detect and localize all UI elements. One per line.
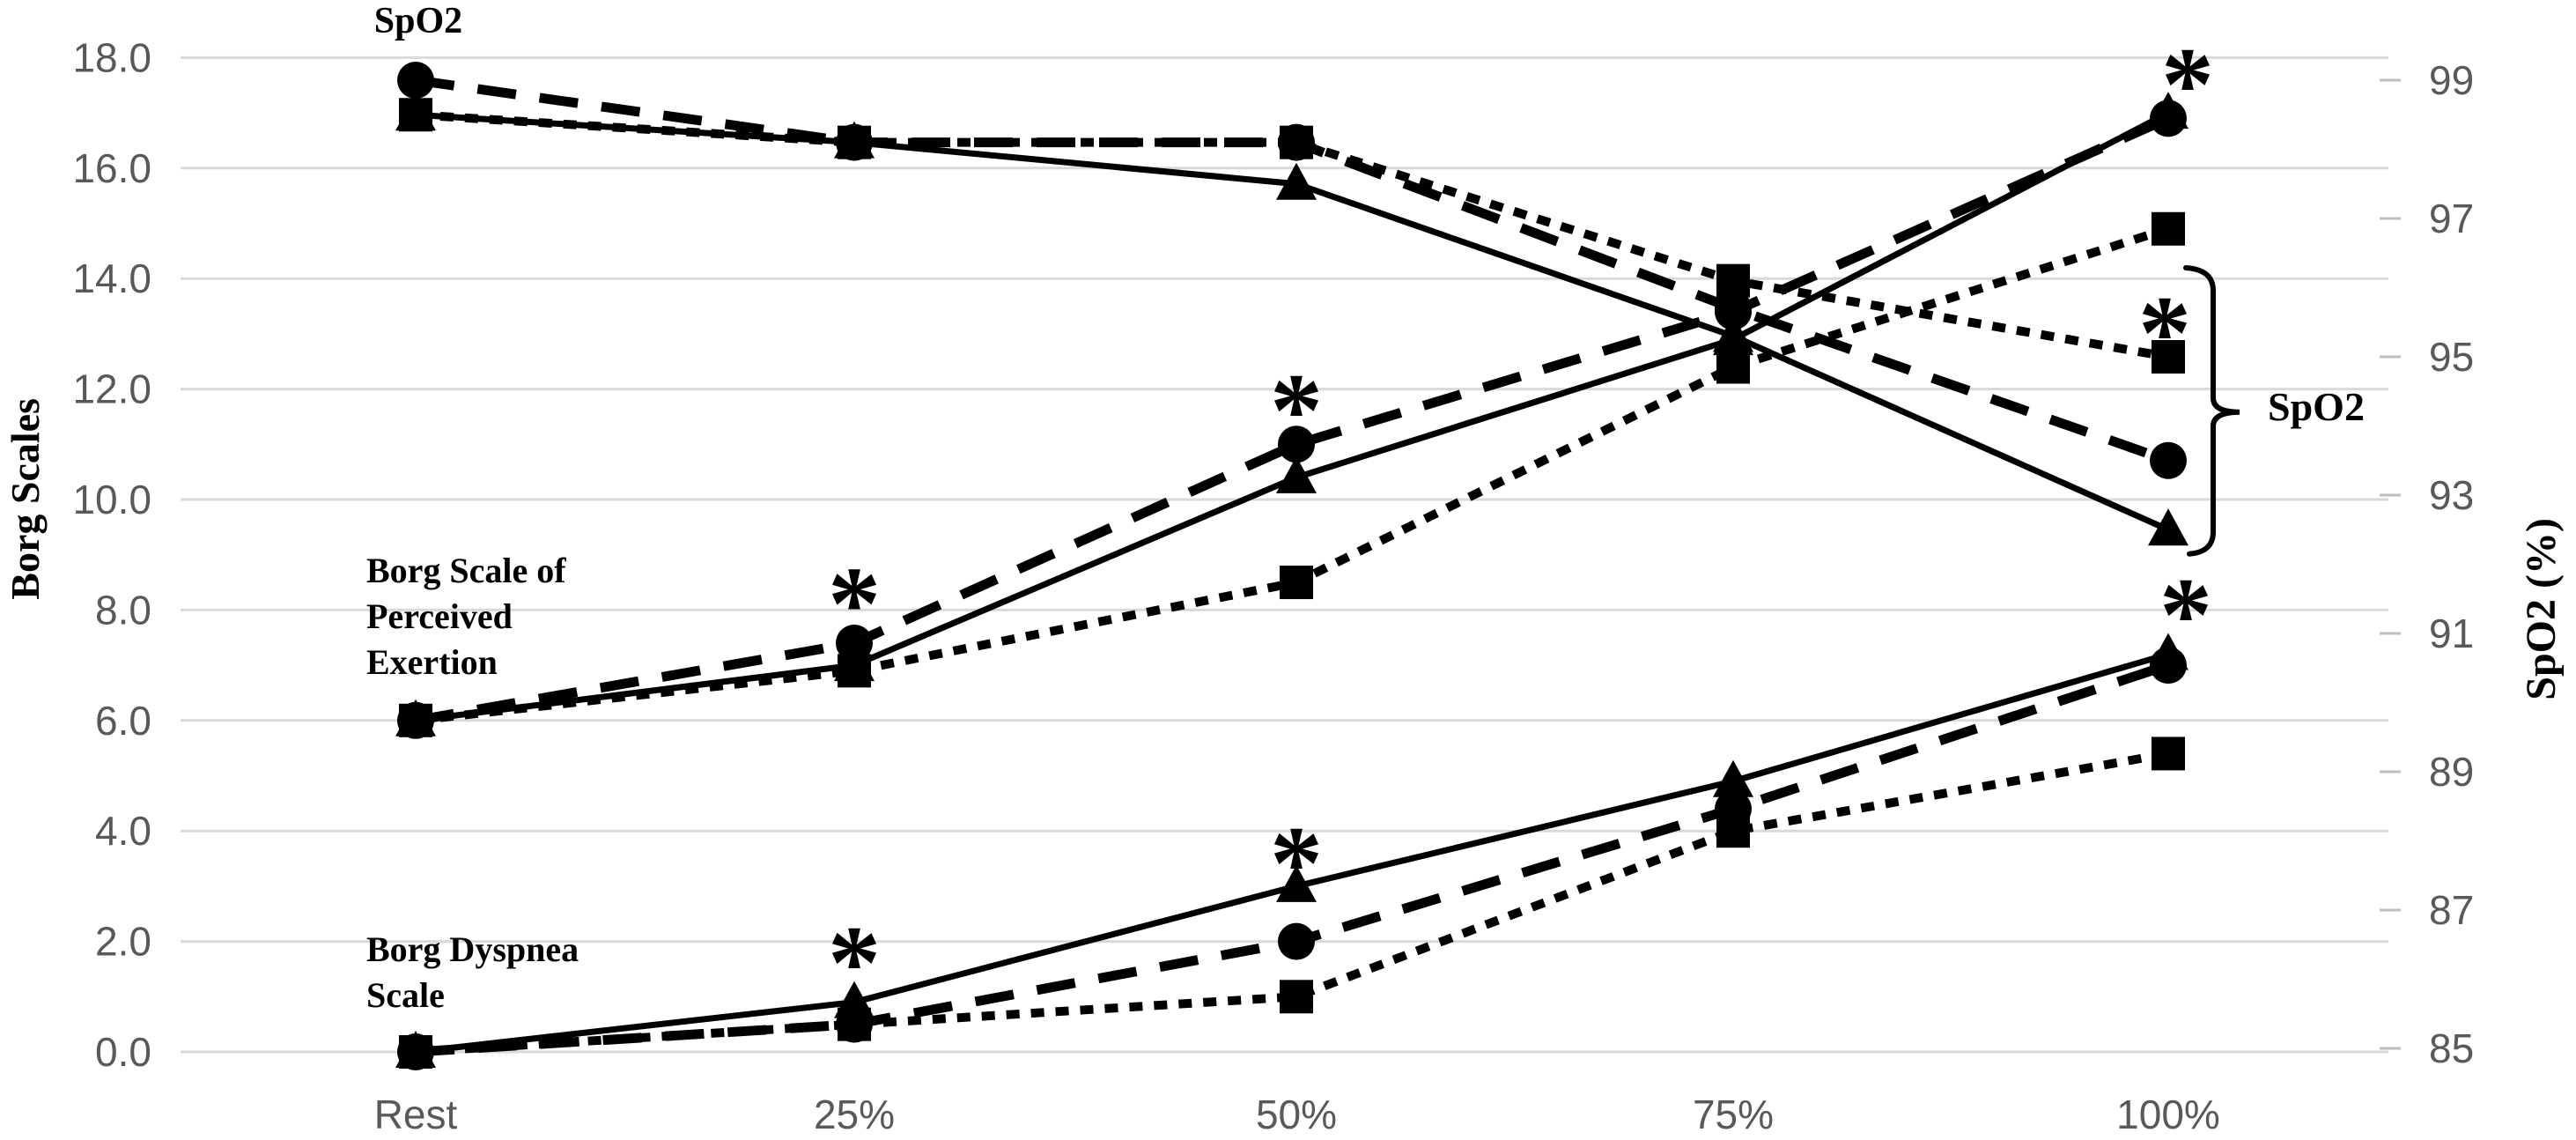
marker-square-borg-dyspnea-scale xyxy=(2152,737,2185,771)
x-axis-category-label: Rest xyxy=(374,1092,458,1137)
marker-square-borg-dyspnea-scale xyxy=(1716,814,1750,848)
marker-circle-borg-dyspnea-scale xyxy=(2150,647,2187,685)
right-axis-tick-label: 95 xyxy=(2429,334,2474,380)
significance-asterisk: * xyxy=(2138,274,2191,391)
marker-circle-borg-scale-of-perceived-exertion xyxy=(2150,100,2187,137)
significance-asterisk: * xyxy=(2161,26,2214,143)
borg-perceived-exertion-group-label: Borg Scale of Perceived Exertion xyxy=(366,551,566,682)
left-axis-tick-label: 6.0 xyxy=(95,698,151,744)
left-axis-tick-label: 10.0 xyxy=(72,477,151,522)
marker-circle-borg-scale-of-perceived-exertion xyxy=(1715,292,1752,330)
marker-circle-spo2 xyxy=(2150,441,2187,479)
left-axis-tick-label: 16.0 xyxy=(72,145,151,191)
x-axis-category-label: 25% xyxy=(814,1092,895,1137)
marker-square-spo2 xyxy=(2152,340,2185,374)
left-axis-tick-label: 8.0 xyxy=(95,587,151,633)
marker-square-borg-dyspnea-scale xyxy=(838,1007,871,1041)
left-axis-title: Borg Scales xyxy=(3,398,48,600)
spo2-endpoint-bracket xyxy=(2183,264,2240,557)
marker-triangle-borg-dyspnea-scale xyxy=(1276,864,1317,902)
significance-asterisk: * xyxy=(828,904,881,1021)
right-axis-tick-label: 97 xyxy=(2429,196,2474,241)
left-axis-tick-label: 2.0 xyxy=(95,919,151,965)
x-axis-category-label: 100% xyxy=(2116,1092,2220,1137)
significance-asterisk: * xyxy=(1270,352,1323,469)
marker-square-borg-scale-of-perceived-exertion xyxy=(1280,566,1313,600)
spo2-bracket-label: SpO2 xyxy=(2268,384,2365,429)
marker-square-borg-dyspnea-scale xyxy=(1280,980,1313,1014)
left-axis-tick-label: 0.0 xyxy=(95,1029,151,1075)
marker-square-borg-scale-of-perceived-exertion xyxy=(1716,350,1750,384)
marker-square-borg-scale-of-perceived-exertion xyxy=(399,703,432,737)
marker-triangle-borg-scale-of-perceived-exertion xyxy=(1713,318,1753,356)
right-axis-tick-label: 91 xyxy=(2429,611,2474,656)
marker-square-borg-scale-of-perceived-exertion xyxy=(2152,211,2185,246)
left-axis-tick-label: 12.0 xyxy=(72,366,151,412)
left-axis-tick-label: 14.0 xyxy=(72,255,151,301)
x-axis-category-label: 75% xyxy=(1693,1092,1774,1137)
marker-square-spo2 xyxy=(399,98,432,132)
spo2-group-label-top: SpO2 xyxy=(373,1,463,41)
right-axis-tick-label: 87 xyxy=(2429,887,2474,933)
marker-square-borg-scale-of-perceived-exertion xyxy=(838,654,871,688)
right-axis-tick-label: 93 xyxy=(2429,472,2474,518)
right-axis-tick-label: 85 xyxy=(2429,1025,2474,1071)
significance-asterisk: * xyxy=(828,544,881,662)
marker-triangle-borg-scale-of-perceived-exertion xyxy=(1276,455,1317,493)
marker-square-spo2 xyxy=(838,125,871,159)
right-axis-title: SpO2 (%) xyxy=(2518,518,2565,700)
marker-circle-borg-scale-of-perceived-exertion xyxy=(836,625,873,663)
x-axis-category-label: 50% xyxy=(1256,1092,1337,1137)
marker-triangle-spo2 xyxy=(1276,162,1317,200)
right-axis-tick-label: 89 xyxy=(2429,749,2474,795)
borg-dyspnea-group-label: Borg Dyspnea Scale xyxy=(366,929,579,1015)
right-axis-tick-label: 99 xyxy=(2429,57,2474,103)
significance-asterisk: * xyxy=(2159,556,2212,673)
left-axis-tick-label: 18.0 xyxy=(72,34,151,80)
significance-asterisk: * xyxy=(1270,804,1323,922)
series-line-spo2-square-dotted xyxy=(415,110,2169,361)
marker-circle-borg-scale-of-perceived-exertion xyxy=(1278,426,1315,463)
marker-circle-borg-dyspnea-scale xyxy=(1278,922,1315,960)
marker-square-spo2 xyxy=(1280,125,1313,159)
marker-square-spo2 xyxy=(1716,263,1750,298)
marker-triangle-spo2 xyxy=(2148,508,2188,546)
marker-circle-spo2 xyxy=(397,62,434,99)
left-axis-tick-label: 4.0 xyxy=(95,808,151,854)
marker-triangle-borg-dyspnea-scale xyxy=(1713,759,1753,797)
marker-square-borg-dyspnea-scale xyxy=(399,1035,432,1069)
